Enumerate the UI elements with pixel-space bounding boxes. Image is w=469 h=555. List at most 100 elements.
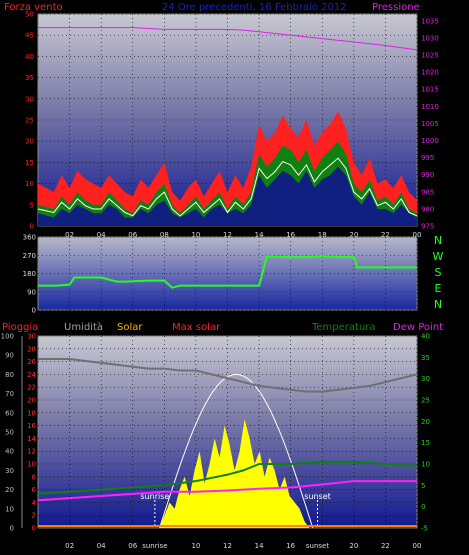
- compass-label: N: [434, 298, 442, 311]
- x-tick-label: 22: [381, 542, 390, 550]
- wind-series: [37, 27, 418, 226]
- x-tick-label: 20: [349, 231, 358, 239]
- rain-tick-label: 8: [32, 473, 36, 481]
- x-tick-label: 06: [128, 542, 137, 550]
- rain-tick-label: 0: [32, 525, 36, 533]
- x-tick-label: 18: [318, 231, 327, 239]
- temperature-tick-label: 15: [421, 439, 430, 447]
- rain-tick-label: 18: [27, 409, 36, 417]
- direction-tick-label: 270: [23, 252, 36, 260]
- humidity-tick-label: 30: [5, 467, 14, 475]
- x-tick-label: 12: [223, 542, 232, 550]
- humidity-tick-label: 80: [5, 371, 14, 379]
- y-right-tick-label: 1005: [421, 120, 439, 128]
- y-tick-label: 20: [25, 138, 34, 146]
- y-right-tick-label: 1000: [421, 137, 439, 145]
- temperature-tick-label: 35: [421, 354, 430, 362]
- rain-tick-label: 26: [27, 358, 36, 366]
- y-right-tick-label: 1010: [421, 103, 439, 111]
- x-tick-label: 06: [128, 231, 137, 239]
- temperature-tick-label: -5: [421, 525, 428, 533]
- max-solar-label: Max solar: [172, 322, 221, 333]
- wind-speed-label: Forza vento: [4, 2, 63, 13]
- y-right-tick-label: 995: [421, 154, 434, 162]
- x-tick-label: 22: [381, 231, 390, 239]
- rain-tick-label: 4: [32, 499, 37, 507]
- humidity-line: [38, 358, 418, 393]
- weather-series: sunrise sunset: [37, 358, 418, 529]
- temperature-tick-label: 5: [421, 482, 425, 490]
- humidity-label: Umidità: [64, 321, 103, 333]
- humidity-tick-label: 100: [1, 333, 14, 341]
- x-tick-label: 00: [413, 231, 422, 239]
- temperature-tick-label: 25: [421, 397, 430, 405]
- y-right-tick-label: 1015: [421, 86, 439, 94]
- x-tick-label: 02: [65, 231, 74, 239]
- y-right-tick-label: 975: [421, 223, 434, 231]
- humidity-tick-label: 20: [5, 486, 14, 494]
- rain-tick-label: 30: [27, 333, 36, 341]
- temperature-label: Temperatura: [311, 322, 376, 333]
- temperature-tick-label: 30: [421, 375, 430, 383]
- solar-label: Solar: [117, 322, 143, 333]
- x-tick-label: 16: [286, 542, 295, 550]
- humidity-tick-label: 10: [5, 505, 14, 513]
- x-tick-label: 14: [255, 231, 264, 239]
- temperature-tick-label: 40: [421, 333, 430, 341]
- wind-average-line: [37, 157, 418, 217]
- y-tick-label: 0: [30, 223, 34, 231]
- x-tick-label: 20: [349, 542, 358, 550]
- x-tick-label: 16: [286, 231, 295, 239]
- rain-tick-label: 16: [27, 422, 36, 430]
- humidity-tick-label: 50: [5, 429, 14, 437]
- rain-tick-label: 6: [32, 486, 37, 494]
- temperature-tick-label: 0: [421, 503, 425, 511]
- x-tick-label: 08: [160, 231, 169, 239]
- rain-tick-label: 14: [27, 435, 36, 443]
- humidity-tick-label: 40: [5, 448, 14, 456]
- sunset-axis-label: sunset: [306, 542, 329, 550]
- sunrise-axis-label: sunrise: [142, 542, 167, 550]
- y-tick-label: 30: [25, 95, 34, 103]
- humidity-tick-label: 60: [5, 409, 14, 417]
- y-right-tick-label: 985: [421, 188, 434, 196]
- rain-tick-label: 22: [27, 384, 36, 392]
- y-tick-label: 25: [25, 117, 34, 125]
- sunrise-label: sunrise: [140, 492, 169, 501]
- rain-tick-label: 20: [27, 397, 36, 405]
- x-tick-label: 10: [191, 231, 200, 239]
- pressure-label: Pressione: [372, 2, 420, 13]
- x-tick-label: 02: [65, 542, 74, 550]
- y-right-tick-label: 980: [421, 205, 434, 213]
- x-tick-label: 14: [255, 542, 264, 550]
- compass-label: E: [435, 282, 442, 295]
- temperature-tick-label: 10: [421, 461, 430, 469]
- y-right-tick-label: 1035: [421, 17, 439, 25]
- x-tick-label: 00: [413, 542, 422, 550]
- rain-tick-label: 10: [27, 461, 36, 469]
- y-right-tick-label: 1020: [421, 69, 439, 77]
- y-tick-label: 45: [25, 32, 34, 40]
- y-tick-label: 35: [25, 74, 34, 82]
- dew-point-line: [37, 480, 417, 502]
- y-tick-label: 15: [25, 159, 34, 167]
- y-tick-label: 40: [25, 53, 34, 61]
- x-tick-label: 10: [191, 542, 200, 550]
- wind-min-area: [38, 166, 417, 226]
- max-solar-line: [159, 373, 314, 529]
- weather-grid: [38, 335, 418, 529]
- direction-tick-label: 90: [27, 288, 36, 296]
- compass-label: N: [434, 234, 442, 247]
- axes: 0510152025303540455097598098599099510001…: [1, 11, 444, 551]
- humidity-tick-label: 70: [5, 390, 14, 398]
- y-right-tick-label: 1025: [421, 52, 439, 60]
- y-right-tick-label: 990: [421, 171, 434, 179]
- temperature-line: [37, 460, 418, 495]
- humidity-tick-label: 90: [5, 352, 14, 360]
- y-tick-label: 50: [25, 11, 34, 19]
- dew-point-label: Dew Point: [393, 322, 443, 333]
- rain-tick-label: 24: [27, 371, 36, 379]
- chart-date-title: 24 Ore precedenti, 16 Febbraio 2012: [162, 2, 347, 13]
- compass-label: W: [433, 250, 444, 263]
